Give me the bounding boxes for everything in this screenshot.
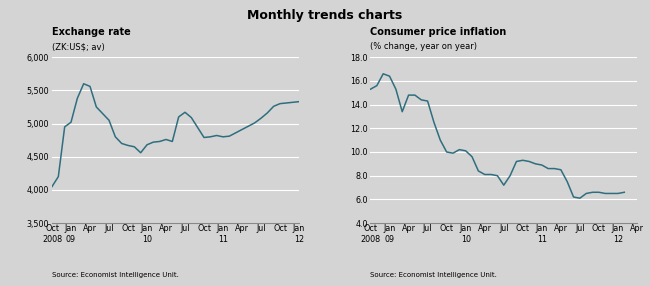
Text: Source: Economist Intelligence Unit.: Source: Economist Intelligence Unit. — [52, 273, 179, 278]
Text: Consumer price inflation: Consumer price inflation — [370, 27, 507, 37]
Text: (% change, year on year): (% change, year on year) — [370, 42, 478, 51]
Text: Source: Economist Intelligence Unit.: Source: Economist Intelligence Unit. — [370, 273, 497, 278]
Text: Exchange rate: Exchange rate — [52, 27, 131, 37]
Text: Monthly trends charts: Monthly trends charts — [248, 9, 402, 21]
Text: (ZK:US$; av): (ZK:US$; av) — [52, 42, 105, 51]
